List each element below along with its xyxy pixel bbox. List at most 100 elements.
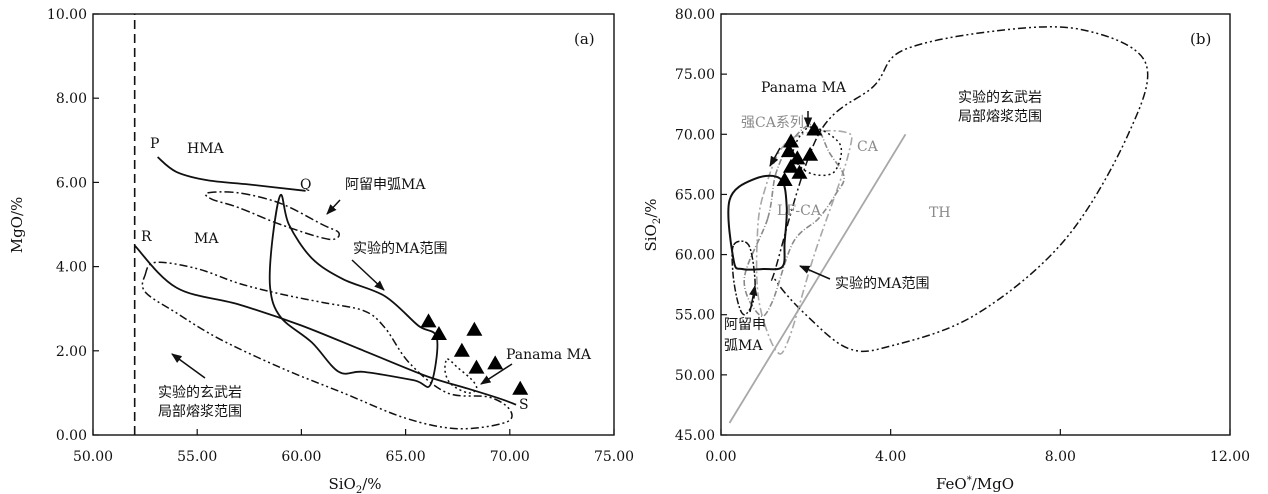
y-tick-label: 60.00	[675, 248, 715, 264]
panama-ma-point	[776, 171, 793, 186]
label-basalt-line2: 局部熔浆范围	[158, 403, 242, 420]
y-tick-label: 8.00	[56, 91, 87, 107]
x-tick-label: 65.00	[386, 449, 426, 465]
label-b-th: TH	[929, 205, 951, 221]
panel-b-frame	[720, 13, 1231, 436]
x-tick-label: 4.00	[875, 449, 906, 465]
label-b-aleutian-line1: 阿留申	[724, 317, 766, 333]
panel-b-arrows	[749, 111, 831, 313]
label-b-panama-ma: Panama MA	[761, 80, 847, 96]
panama-ma-point	[466, 321, 483, 336]
panel-a-y-axis: 0.00 2.00 4.00 6.00 8.00 10.00	[47, 7, 99, 444]
panama-ma-point	[780, 143, 797, 158]
label-r: R	[141, 229, 152, 245]
panel-a-arrows	[171, 199, 513, 385]
label-b-ca: CA	[857, 139, 879, 155]
label-p: P	[150, 136, 159, 152]
panama-ma-point	[806, 121, 823, 136]
arrow-basalt-melt	[171, 353, 206, 379]
panama-ma-point	[468, 359, 485, 374]
panama-ma-point	[789, 150, 806, 165]
arrow-panama-ma	[480, 363, 513, 385]
panel-a-points	[420, 313, 529, 395]
y-tick-label: 80.00	[675, 7, 715, 23]
label-s: S	[519, 397, 529, 413]
panel-b-y-axis: 45.00 50.00 55.00 60.00 65.00 70.00 75.00 80.00	[675, 7, 727, 444]
panel-a-lines	[133, 14, 517, 435]
panel-b-label: (b)	[1190, 30, 1211, 48]
arrow-b-strong-ca	[769, 147, 781, 167]
label-experimental-ma: 实验的MA范围	[353, 240, 447, 257]
region-b-experimental-ma	[727, 174, 788, 271]
panama-ma-point	[782, 133, 799, 148]
panel-a-chart: (a) 50.00 55.00 60.00 65.00 70.00 75.00 0.00 2…	[8, 7, 634, 494]
panama-ma-point	[430, 325, 447, 340]
y-tick-label: 4.00	[56, 260, 87, 276]
label-panama-ma: Panama MA	[506, 347, 592, 363]
label-ma: MA	[194, 231, 219, 247]
panel-b-x-axis-label: FeO*/MgO	[936, 475, 1014, 493]
region-b-strong-ca	[743, 123, 845, 317]
arrow-experimental-ma	[351, 259, 385, 291]
panama-ma-point	[791, 164, 808, 179]
y-tick-label: 55.00	[675, 308, 715, 324]
label-b-lfca: LF-CA	[777, 203, 822, 219]
y-tick-label: 6.00	[56, 175, 87, 191]
panel-a-y-axis-label: MgO/%	[8, 197, 26, 254]
label-hma: HMA	[187, 141, 225, 157]
panama-ma-point	[782, 158, 799, 173]
panel-b-y-axis-label: SiO2/%	[642, 198, 663, 251]
y-tick-label: 70.00	[675, 127, 715, 143]
panel-b-annotations: Panama MA 实验的玄武岩 局部熔浆范围 强CA系列 CA LF-CA T…	[724, 80, 1042, 354]
region-aleutian-ma	[204, 191, 340, 241]
y-tick-label: 50.00	[675, 368, 715, 384]
x-tick-label: 55.00	[177, 449, 217, 465]
panel-a-x-axis-label: SiO2/%	[328, 475, 381, 494]
region-experimental-ma	[268, 194, 439, 388]
region-panama-ma	[444, 358, 478, 394]
y-tick-label: 2.00	[56, 344, 87, 360]
line-th-ca-boundary	[728, 133, 907, 424]
x-tick-label: 75.00	[594, 449, 634, 465]
y-tick-label: 45.00	[675, 428, 715, 444]
region-basalt-melt	[141, 261, 513, 430]
panel-b-regions	[727, 26, 1149, 355]
x-tick-label: 12.00	[1210, 449, 1250, 465]
panel-b-x-axis: 0.00 4.00 8.00 12.00	[705, 429, 1250, 465]
label-b-basalt-line1: 实验的玄武岩	[958, 89, 1042, 106]
label-b-aleutian-line2: 弧MA	[724, 338, 763, 354]
y-tick-label: 10.00	[47, 7, 87, 23]
arrow-b-experimental-ma	[799, 265, 831, 280]
panel-a-annotations: P HMA Q 阿留申弧MA R MA 实验的MA范围 Panama MA S …	[141, 136, 592, 420]
region-b-aleutian-ma	[731, 240, 756, 316]
label-q: Q	[300, 177, 311, 193]
label-b-experimental-ma: 实验的MA范围	[835, 275, 929, 292]
label-aleutian-ma: 阿留申弧MA	[345, 177, 426, 193]
label-b-basalt-line2: 局部熔浆范围	[958, 108, 1042, 125]
panel-b-lines	[728, 133, 907, 424]
y-tick-label: 65.00	[675, 187, 715, 203]
panel-b-chart: (b) 0.00 4.00 8.00 12.00 45.00 50.00 55.00 60.…	[642, 7, 1250, 493]
panama-ma-point	[512, 380, 529, 395]
panel-a-frame	[92, 13, 615, 436]
panama-ma-point	[802, 146, 819, 161]
x-tick-label: 0.00	[705, 449, 736, 465]
panel-a-x-axis: 50.00 55.00 60.00 65.00 70.00 75.00	[73, 429, 634, 465]
y-tick-label: 75.00	[675, 67, 715, 83]
panel-a-label: (a)	[574, 30, 595, 48]
y-tick-label: 0.00	[56, 428, 87, 444]
arrow-b-aleutian-ma	[749, 284, 758, 313]
label-basalt-line1: 实验的玄武岩	[158, 384, 242, 401]
panama-ma-point	[487, 355, 504, 370]
arrow-aleutian-ma	[326, 199, 341, 215]
x-tick-label: 8.00	[1045, 449, 1076, 465]
panama-ma-point	[420, 313, 437, 328]
label-b-strong-ca: 强CA系列	[741, 115, 804, 131]
panama-ma-point	[453, 342, 470, 357]
x-tick-label: 60.00	[281, 449, 321, 465]
line-p-q	[157, 156, 306, 192]
region-b-basalt-melt	[770, 26, 1149, 353]
line-r-s	[134, 244, 517, 406]
x-tick-label: 70.00	[490, 449, 530, 465]
